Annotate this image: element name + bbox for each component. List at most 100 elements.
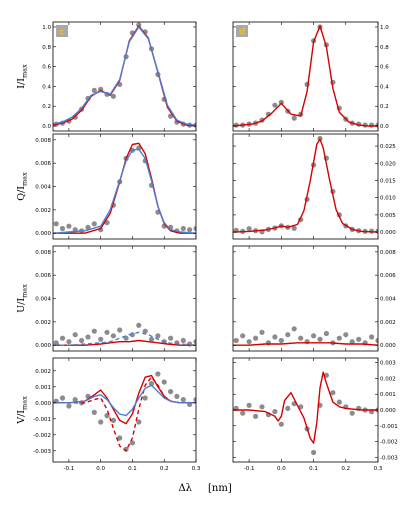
- y-tick-label: 0.001: [35, 385, 51, 391]
- observed-point: [110, 333, 116, 339]
- observed-point: [98, 336, 104, 342]
- y-tick-label: 0.004: [380, 297, 396, 303]
- y-tick-label: 0.8: [380, 45, 389, 51]
- y-tick-label: -0.003: [33, 449, 51, 455]
- y-tick-label: 0.6: [380, 65, 389, 71]
- panel-frame: [232, 21, 379, 132]
- x-tick-label: -0.1: [64, 466, 75, 472]
- observed-point: [142, 328, 148, 334]
- y-tick-label: 0.002: [35, 369, 51, 375]
- fit-blue-line: [53, 26, 196, 126]
- observed-point: [136, 22, 142, 28]
- y-tick-label: 0.004: [35, 185, 51, 191]
- observed-point: [129, 440, 135, 446]
- y-axis-label: Q/Imax: [16, 172, 29, 201]
- plot-area: [233, 326, 378, 346]
- observed-point: [272, 102, 278, 108]
- observed-point: [85, 334, 91, 340]
- panel-letter-box: [236, 25, 248, 37]
- observed-point: [278, 99, 284, 105]
- y-tick-label: -0.003: [380, 455, 398, 461]
- y-tick-label: 0.006: [380, 273, 396, 279]
- y-tick-label: 0.010: [380, 196, 396, 202]
- y-tick-label: 0.2: [380, 104, 389, 110]
- y-tick-label: 0.002: [35, 208, 51, 214]
- observed-point: [240, 410, 246, 416]
- observed-point: [136, 322, 142, 328]
- observed-point: [356, 336, 362, 342]
- observed-point: [291, 225, 297, 231]
- observed-point: [66, 223, 72, 229]
- y-tick-label: 0.000: [380, 230, 396, 236]
- y-tick-label: 0.000: [35, 401, 51, 407]
- y-tick-label: 0.002: [380, 376, 396, 382]
- panel-1: 0.0 0.2 0.4 0.6 0.8 1.0 d: [232, 21, 389, 132]
- plot-area: [53, 322, 196, 347]
- y-tick-label: 0.2: [42, 104, 51, 110]
- y-tick-label: 0.0: [380, 124, 389, 130]
- y-tick-label: -0.002: [33, 433, 51, 439]
- observed-point: [193, 397, 196, 403]
- observed-point: [336, 399, 342, 405]
- observed-point: [91, 221, 97, 227]
- y-tick-label: 0.006: [35, 161, 51, 167]
- observed-point: [180, 397, 186, 403]
- observed-point: [317, 135, 323, 142]
- observed-point: [304, 339, 310, 345]
- y-axis-label: V/Imax: [16, 396, 29, 425]
- observed-point: [155, 333, 161, 339]
- observed-point: [285, 332, 291, 338]
- observed-point: [142, 395, 148, 401]
- plot-area: [233, 24, 378, 128]
- plot-area: [53, 142, 196, 234]
- observed-point: [311, 449, 317, 456]
- observed-point: [110, 93, 116, 99]
- observed-point: [233, 337, 239, 344]
- y-tick-label: 0.000: [380, 408, 396, 414]
- y-tick-label: 0.025: [380, 144, 396, 150]
- observed-point: [246, 339, 252, 345]
- observed-point: [240, 333, 246, 339]
- y-tick-label: 0.015: [380, 178, 396, 184]
- y-tick-label: 0.020: [380, 161, 396, 167]
- plot-area: [53, 371, 196, 452]
- panel-2: 0.000 0.002 0.004 0.006 0.008 Q/Imax: [16, 133, 197, 240]
- y-tick-label: 0.005: [380, 213, 396, 219]
- observed-point: [246, 402, 252, 408]
- observed-point: [330, 390, 336, 396]
- observed-point: [59, 395, 66, 401]
- observed-point: [136, 419, 142, 425]
- fit-red-line: [233, 25, 378, 127]
- y-axis-label: I/Imax: [16, 64, 29, 89]
- y-tick-label: 0.4: [42, 84, 51, 90]
- observed-point: [349, 410, 355, 416]
- fit-blue-line: [53, 148, 196, 234]
- y-tick-label: 0.4: [380, 84, 389, 90]
- y-tick-label: 0.000: [35, 343, 51, 349]
- observed-point: [117, 435, 123, 441]
- x-tick-label: -0.1: [244, 466, 255, 472]
- fit-blue-line: [53, 384, 196, 417]
- observed-point: [349, 339, 355, 345]
- x-axis-label: Δλ: [178, 483, 192, 494]
- observed-point: [161, 379, 167, 385]
- y-tick-label: -0.001: [380, 424, 398, 430]
- observed-point: [323, 330, 329, 337]
- observed-point: [291, 326, 297, 332]
- observed-point: [193, 225, 196, 232]
- observed-point: [85, 224, 91, 230]
- fit-blue-line: [53, 331, 196, 346]
- y-tick-label: 0.008: [35, 138, 51, 144]
- observed-point: [369, 334, 375, 340]
- fit-red-line: [53, 339, 196, 346]
- observed-point: [298, 335, 304, 341]
- observed-point: [72, 332, 78, 338]
- observed-point: [259, 329, 265, 335]
- y-tick-label: 0.000: [380, 343, 396, 349]
- y-tick-label: 0.002: [35, 320, 51, 326]
- observed-point: [272, 334, 278, 340]
- observed-point: [259, 404, 265, 410]
- y-tick-label: 0.8: [42, 45, 51, 51]
- observed-point: [253, 335, 259, 341]
- observed-point: [155, 371, 161, 377]
